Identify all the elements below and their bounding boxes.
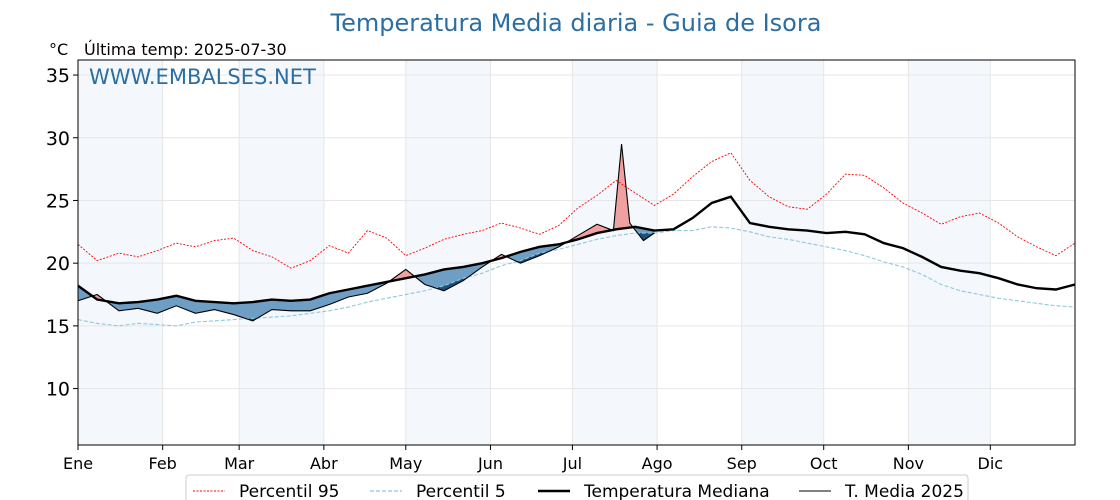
x-tick-label: Feb: [149, 454, 177, 473]
last-temp-label: Última temp: 2025-07-30: [84, 40, 287, 59]
unit-label: °C: [49, 40, 68, 59]
fill-below-p5: [637, 233, 653, 241]
x-tick-label: Jul: [562, 454, 582, 473]
legend-box: [185, 474, 969, 500]
series-t-media-2025: [77, 143, 655, 322]
series-lines: [77, 143, 1076, 327]
x-axis: Ene Feb Mar Abr May Jun Jul Ago Sep Oct Nov Dic: [63, 445, 1003, 473]
month-band: [572, 60, 658, 445]
legend-label-current: T. Media 2025: [844, 482, 964, 500]
y-tick-label: 15: [46, 316, 70, 338]
anomaly-fills: [78, 144, 655, 321]
fill-below-median: [506, 242, 567, 264]
month-band: [78, 60, 163, 445]
fill-above-median: [614, 144, 634, 230]
month-bands: [78, 60, 991, 445]
month-band: [908, 60, 991, 445]
plot-frame: [77, 59, 1076, 446]
month-band: [405, 60, 491, 445]
month-band: [239, 60, 324, 445]
x-tick-label: Ene: [63, 454, 93, 473]
x-tick-label: Abr: [310, 454, 338, 473]
y-tick-label: 35: [46, 65, 70, 87]
y-tick-label: 30: [46, 128, 70, 150]
fill-below-p5: [435, 277, 468, 291]
watermark: WWW.EMBALSES.NET: [89, 65, 316, 89]
fill-below-median: [415, 260, 492, 291]
fill-below-p5: [517, 251, 548, 264]
x-tick-label: Dic: [978, 454, 1004, 473]
fill-below-median: [106, 281, 390, 321]
y-tick-label: 20: [46, 253, 70, 275]
chart-title: Temperatura Media diaria - Guia de Isora: [330, 9, 822, 37]
x-tick-label: Ago: [642, 454, 673, 473]
fill-above-median: [566, 224, 614, 243]
y-axis: 10 15 20 25 30 35: [46, 65, 78, 401]
y-tick-label: 25: [46, 190, 70, 212]
legend-label-p95: Percentil 95: [239, 482, 339, 500]
series-percentil-95: [77, 152, 1076, 269]
x-tick-label: Sep: [727, 454, 757, 473]
x-tick-label: Jun: [477, 454, 503, 473]
x-tick-label: Mar: [224, 454, 255, 473]
legend-label-p5: Percentil 5: [416, 482, 506, 500]
series-temperatura-mediana: [77, 195, 1076, 305]
legend: Percentil 95 Percentil 5 Temperatura Med…: [185, 474, 969, 500]
month-band: [741, 60, 824, 445]
x-tick-label: Oct: [810, 454, 838, 473]
x-tick-label: Nov: [893, 454, 924, 473]
legend-label-median: Temperatura Mediana: [583, 482, 770, 500]
y-tick-label: 10: [46, 379, 70, 401]
x-tick-label: May: [389, 454, 422, 473]
